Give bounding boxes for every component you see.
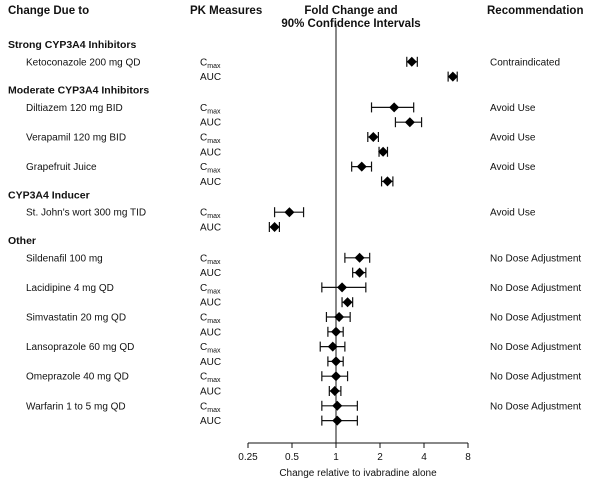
point-estimate	[284, 207, 295, 218]
point-estimate	[447, 71, 458, 82]
pk-measure-label: AUC	[200, 268, 221, 279]
point-estimate	[404, 117, 415, 128]
pk-measure-label: Cmax	[200, 401, 221, 414]
x-tick-label: 0.25	[238, 452, 258, 463]
recommendation-label: Avoid Use	[490, 103, 536, 114]
x-tick-label: 0.5	[285, 452, 299, 463]
point-estimate	[378, 146, 389, 157]
pk-measure-label: AUC	[200, 357, 221, 368]
pk-measure-label: AUC	[200, 72, 221, 83]
pk-measure-label: Cmax	[200, 372, 221, 385]
point-estimate	[327, 341, 338, 352]
point-estimate	[269, 222, 280, 232]
point-estimate	[331, 326, 341, 337]
recommendation-label: No Dose Adjustment	[490, 401, 581, 412]
x-tick-label: 2	[377, 452, 383, 463]
table-rows: Strong CYP3A4 InhibitorsCmaxAUCKetoconaz…	[8, 39, 581, 427]
group-heading: Moderate CYP3A4 Inhibitors	[8, 85, 149, 97]
plot-area: 0.25 0.5 1 2 4 8 Change relative to ivabradin…	[238, 24, 471, 479]
recommendation-label: No Dose Adjustment	[490, 313, 581, 324]
header-change-due-to: Change Due to	[8, 5, 89, 17]
drug-label: St. John's wort 300 mg TID	[26, 208, 146, 219]
point-estimate	[382, 176, 393, 187]
recommendation-label: No Dose Adjustment	[490, 283, 581, 294]
drug-label: Grapefruit Juice	[26, 162, 97, 173]
point-estimate	[329, 386, 340, 396]
data-marks	[268, 56, 458, 426]
pk-measure-label: AUC	[200, 416, 221, 427]
recommendation-label: Contraindicated	[490, 57, 560, 68]
drug-label: Warfarin 1 to 5 mg QD	[26, 401, 126, 412]
point-estimate	[354, 252, 365, 263]
point-estimate	[368, 132, 379, 142]
drug-label: Omeprazole 40 mg QD	[26, 372, 129, 383]
drug-label: Simvastatin 20 mg QD	[26, 313, 126, 324]
x-tick-label: 8	[465, 452, 471, 463]
pk-measure-label: AUC	[200, 298, 221, 309]
point-estimate	[406, 56, 417, 67]
point-estimate	[334, 312, 345, 322]
pk-measure-label: Cmax	[200, 162, 221, 175]
recommendation-label: No Dose Adjustment	[490, 372, 581, 383]
x-ticks: 0.25 0.5 1 2 4 8	[238, 443, 471, 463]
pk-measure-label: Cmax	[200, 57, 221, 70]
pk-measure-label: Cmax	[200, 313, 221, 326]
column-headers: Change Due to PK Measures Fold Change an…	[8, 5, 584, 30]
drug-label: Lacidipine 4 mg QD	[26, 283, 114, 294]
x-axis-label: Change relative to ivabradine alone	[279, 468, 437, 479]
point-estimate	[342, 297, 353, 308]
drug-label: Lansoprazole 60 mg QD	[26, 342, 134, 353]
pk-measure-label: Cmax	[200, 342, 221, 355]
point-estimate	[331, 356, 341, 367]
drug-label: Ketoconazole 200 mg QD	[26, 57, 141, 68]
pk-measure-label: AUC	[200, 387, 221, 398]
header-fold-change: Fold Change and	[304, 5, 397, 17]
group-heading: CYP3A4 Inducer	[8, 189, 90, 201]
header-pk-measures: PK Measures	[190, 5, 262, 17]
group-heading: Other	[8, 235, 36, 247]
point-estimate	[332, 415, 343, 426]
point-estimate	[389, 102, 400, 113]
pk-measure-label: Cmax	[200, 103, 221, 116]
header-recommendation: Recommendation	[487, 5, 584, 17]
recommendation-label: No Dose Adjustment	[490, 253, 581, 264]
point-estimate	[354, 267, 365, 278]
recommendation-label: Avoid Use	[490, 208, 536, 219]
header-confidence-intervals: 90% Confidence Intervals	[281, 18, 420, 30]
point-estimate	[337, 282, 348, 293]
pk-measure-label: AUC	[200, 177, 221, 188]
pk-measure-label: Cmax	[200, 253, 221, 266]
pk-measure-label: AUC	[200, 223, 221, 234]
drug-label: Sildenafil 100 mg	[26, 253, 103, 264]
pk-measure-label: Cmax	[200, 133, 221, 146]
group-heading: Strong CYP3A4 Inhibitors	[8, 39, 137, 51]
x-tick-label: 1	[333, 452, 339, 463]
point-estimate	[332, 400, 343, 411]
point-estimate	[331, 371, 341, 382]
recommendation-label: No Dose Adjustment	[490, 342, 581, 353]
pk-measure-label: AUC	[200, 118, 221, 129]
drug-label: Verapamil 120 mg BID	[26, 133, 126, 144]
pk-measure-label: AUC	[200, 147, 221, 158]
pk-measure-label: AUC	[200, 327, 221, 338]
x-tick-label: 4	[421, 452, 427, 463]
point-estimate	[356, 161, 367, 172]
recommendation-label: Avoid Use	[490, 133, 536, 144]
recommendation-label: Avoid Use	[490, 162, 536, 173]
pk-measure-label: Cmax	[200, 283, 221, 296]
drug-label: Diltiazem 120 mg BID	[26, 103, 123, 114]
pk-measure-label: Cmax	[200, 208, 221, 221]
